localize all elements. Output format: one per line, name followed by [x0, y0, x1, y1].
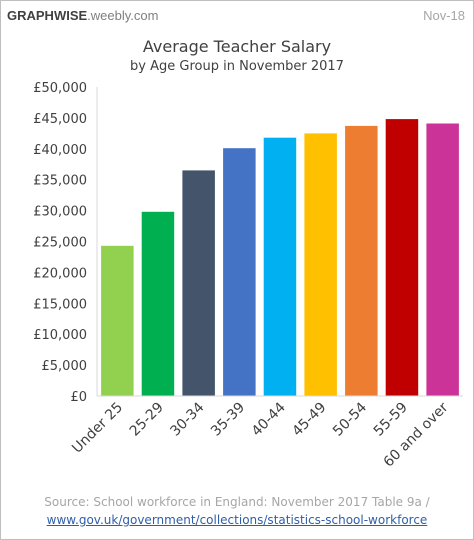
x-tick-label: Under 25 [69, 400, 126, 457]
brand-name: GRAPHWISE [7, 8, 88, 23]
y-tick-label: £0 [70, 390, 87, 405]
x-tick-label: 30-34 [167, 399, 207, 439]
y-tick-label: £20,000 [33, 266, 87, 281]
y-tick-label: £50,000 [33, 81, 87, 96]
bar-40-44 [263, 137, 297, 396]
y-tick-label: £45,000 [33, 112, 87, 127]
chart-subtitle: by Age Group in November 2017 [130, 59, 344, 74]
x-tick-label: 35-39 [208, 400, 248, 440]
chart-title: Average Teacher Salary [142, 37, 332, 56]
date-label: Nov-18 [423, 8, 465, 23]
y-tick-label: £15,000 [33, 297, 87, 312]
y-tick-label: £10,000 [33, 328, 87, 343]
source-note: Source: School workforce in England: Nov… [44, 495, 430, 509]
x-tick-label: 40-44 [249, 399, 289, 439]
bar-50-54 [345, 125, 378, 397]
x-tick-label: 45-49 [289, 400, 329, 440]
bar-25-29 [141, 211, 175, 396]
bar-45-49 [304, 133, 337, 396]
bar-60-and-over [426, 123, 459, 396]
source-link[interactable]: www.gov.uk/government/collections/statis… [46, 513, 428, 527]
y-tick-label: £35,000 [33, 174, 87, 189]
y-tick-label: £40,000 [33, 143, 87, 158]
brand-logo: GRAPHWISE.weebly.com [7, 8, 158, 23]
x-tick-label: 25-29 [127, 400, 167, 440]
y-tick-label: £30,000 [33, 205, 87, 220]
y-tick-label: £25,000 [33, 236, 87, 251]
bar-under-25 [101, 245, 134, 396]
brand-domain: .weebly.com [87, 8, 159, 23]
bar-55-59 [385, 119, 419, 396]
y-tick-label: £5,000 [42, 359, 88, 374]
bar-chart: £0 £5,000 £10,000 £15,000 £20,000 £25,000 £30,… [33, 81, 463, 470]
bar-35-39 [223, 148, 256, 396]
bar-30-34 [182, 170, 215, 396]
x-tick-label: 50-54 [330, 399, 370, 439]
